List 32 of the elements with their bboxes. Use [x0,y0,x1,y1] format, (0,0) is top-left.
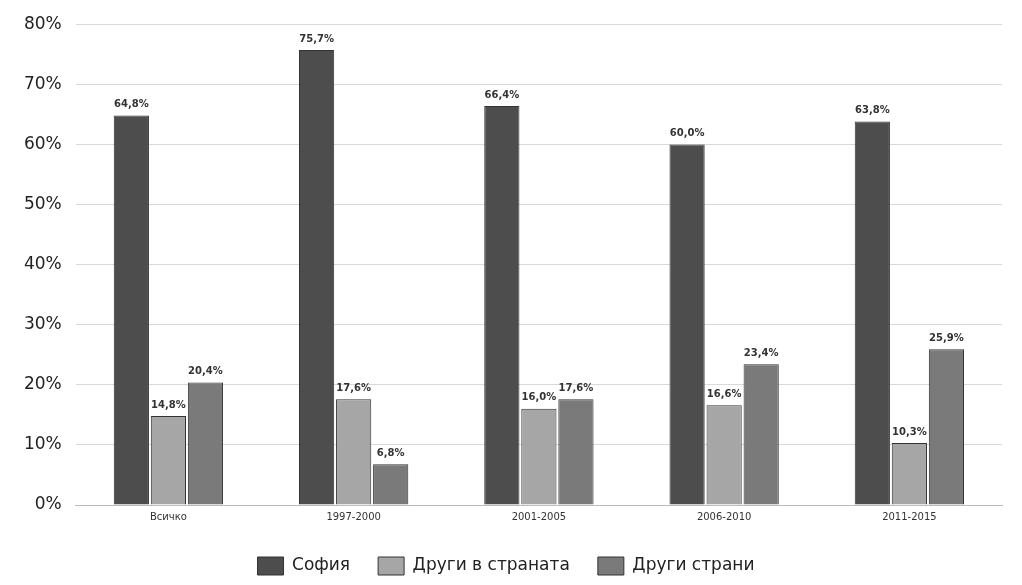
data-label: 6,8% [376,446,405,458]
data-label: 25,9% [929,331,964,343]
data-label: 20,4% [188,364,223,376]
legend-label: Други страни [632,554,755,575]
legend-label: Други в страната [412,554,570,575]
y-tick-label: 10% [23,433,62,454]
data-label: 64,8% [114,98,149,110]
x-tick-label: 1997-2000 [326,510,381,522]
data-label: 23,4% [743,346,779,358]
y-tick-label: 30% [23,313,62,334]
data-label: 60,0% [669,126,705,138]
x-tick-label: 2001-2005 [511,510,567,522]
y-tick-label: 0% [34,493,62,514]
y-tick-label: 50% [23,192,62,213]
x-tick-label: 2006-2010 [696,510,752,522]
x-tick-label: 2011-2015 [882,510,937,522]
y-tick-label: 70% [23,72,62,93]
data-label: 14,8% [151,398,186,410]
y-tick-label: 80% [23,12,62,33]
y-tick-label: 20% [23,373,62,394]
data-label: 17,6% [336,381,371,393]
data-label: 10,3% [892,425,927,437]
y-tick-label: 40% [23,253,62,274]
data-label: 17,6% [558,381,594,393]
data-label: 16,6% [706,387,742,399]
data-label: 75,7% [299,32,334,44]
y-tick-label: 60% [23,132,62,153]
x-tick-label: Всичко [149,510,187,522]
legend-label: София [292,554,351,575]
data-label: 63,8% [854,104,890,116]
data-label: 16,0% [521,391,557,403]
data-label: 66,4% [484,88,520,100]
